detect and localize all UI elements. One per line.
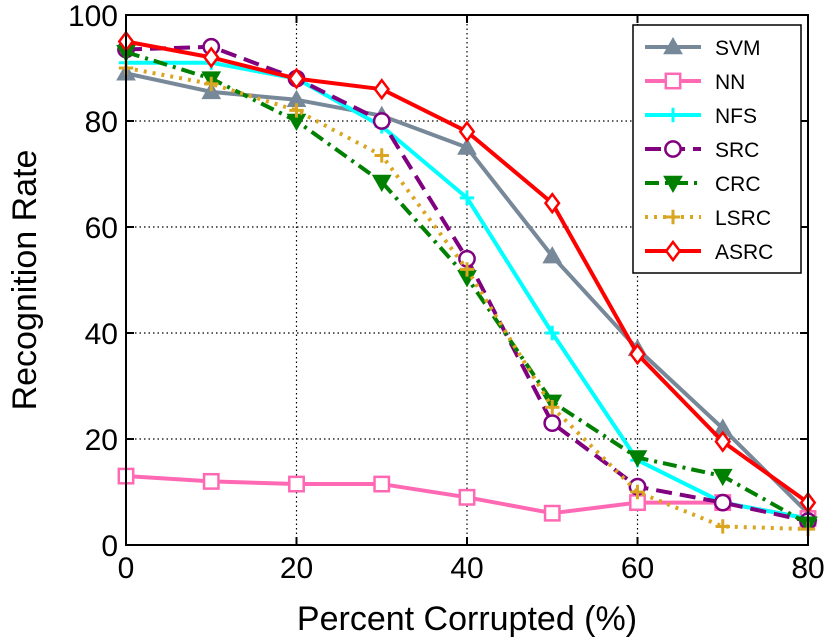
data-point-lsrc — [459, 262, 475, 277]
data-point-nn — [373, 475, 391, 493]
data-point-svm — [457, 137, 477, 155]
data-point-asrc — [714, 430, 732, 453]
legend-marker-asrc — [664, 239, 682, 263]
y-tick-label: 80 — [85, 106, 118, 139]
x-tick-label: 0 — [118, 552, 135, 585]
legend-label-src: SRC — [715, 139, 759, 162]
data-point-crc — [627, 450, 648, 468]
x-tick-label: 40 — [450, 552, 483, 585]
data-point-nn — [543, 504, 561, 522]
data-point-asrc — [288, 67, 305, 90]
data-point-asrc — [458, 120, 476, 143]
data-point-asrc — [373, 78, 391, 101]
data-point-lsrc — [289, 103, 304, 118]
data-point-nn — [458, 488, 476, 506]
data-point-lsrc — [374, 148, 389, 163]
data-point-crc — [712, 468, 733, 487]
data-point-src — [713, 493, 732, 512]
data-point-src — [543, 414, 562, 433]
legend-marker-src — [664, 140, 682, 158]
data-point-lsrc — [545, 400, 560, 415]
legend-marker-lsrc — [665, 209, 681, 225]
y-tick-label: 20 — [85, 424, 118, 457]
legend: SVM NN NFS SRC CRC LSRC ASRC — [632, 24, 802, 274]
series-asrc — [117, 30, 817, 514]
data-point-asrc — [543, 192, 561, 215]
legend-marker-nfs — [665, 107, 681, 123]
data-point-src — [372, 112, 391, 130]
data-point-nn — [288, 475, 305, 493]
legend-marker-svm — [663, 36, 683, 55]
x-tick-label: 60 — [621, 552, 654, 585]
data-point-nn — [202, 472, 220, 490]
data-point-asrc — [202, 46, 220, 69]
x-tick-label: 20 — [280, 552, 313, 585]
x-axis-label: Percent Corrupted (%) — [297, 600, 637, 638]
legend-marker-nn — [664, 72, 682, 90]
data-point-asrc — [629, 343, 646, 366]
plot-series — [116, 30, 818, 537]
legend-label-lsrc: LSRC — [715, 207, 771, 230]
y-tick-label: 60 — [85, 212, 118, 245]
data-point-nfs — [545, 325, 560, 341]
y-tick-label: 40 — [85, 318, 118, 351]
data-point-lsrc — [715, 519, 730, 534]
data-point-lsrc — [204, 76, 219, 92]
x-tick-label: 80 — [791, 552, 824, 585]
legend-label-nn: NN — [715, 71, 745, 94]
series-lsrc — [118, 60, 816, 537]
legend-label-svm: SVM — [715, 37, 761, 60]
y-tick-label: 100 — [68, 0, 118, 33]
legend-label-nfs: NFS — [715, 105, 757, 128]
y-axis-label: Recognition Rate — [6, 150, 44, 411]
data-point-svm — [542, 246, 563, 264]
axis-ticks: 0 20 40 60 80 100 0 20 40 60 80 — [68, 0, 825, 585]
data-point-lsrc — [630, 484, 645, 500]
legend-marker-crc — [663, 175, 683, 194]
y-tick-label: 0 — [101, 530, 118, 563]
data-point-nfs — [459, 190, 475, 206]
legend-label-crc: CRC — [715, 173, 761, 196]
legend-label-asrc: ASRC — [715, 241, 773, 264]
data-point-crc — [371, 174, 392, 192]
